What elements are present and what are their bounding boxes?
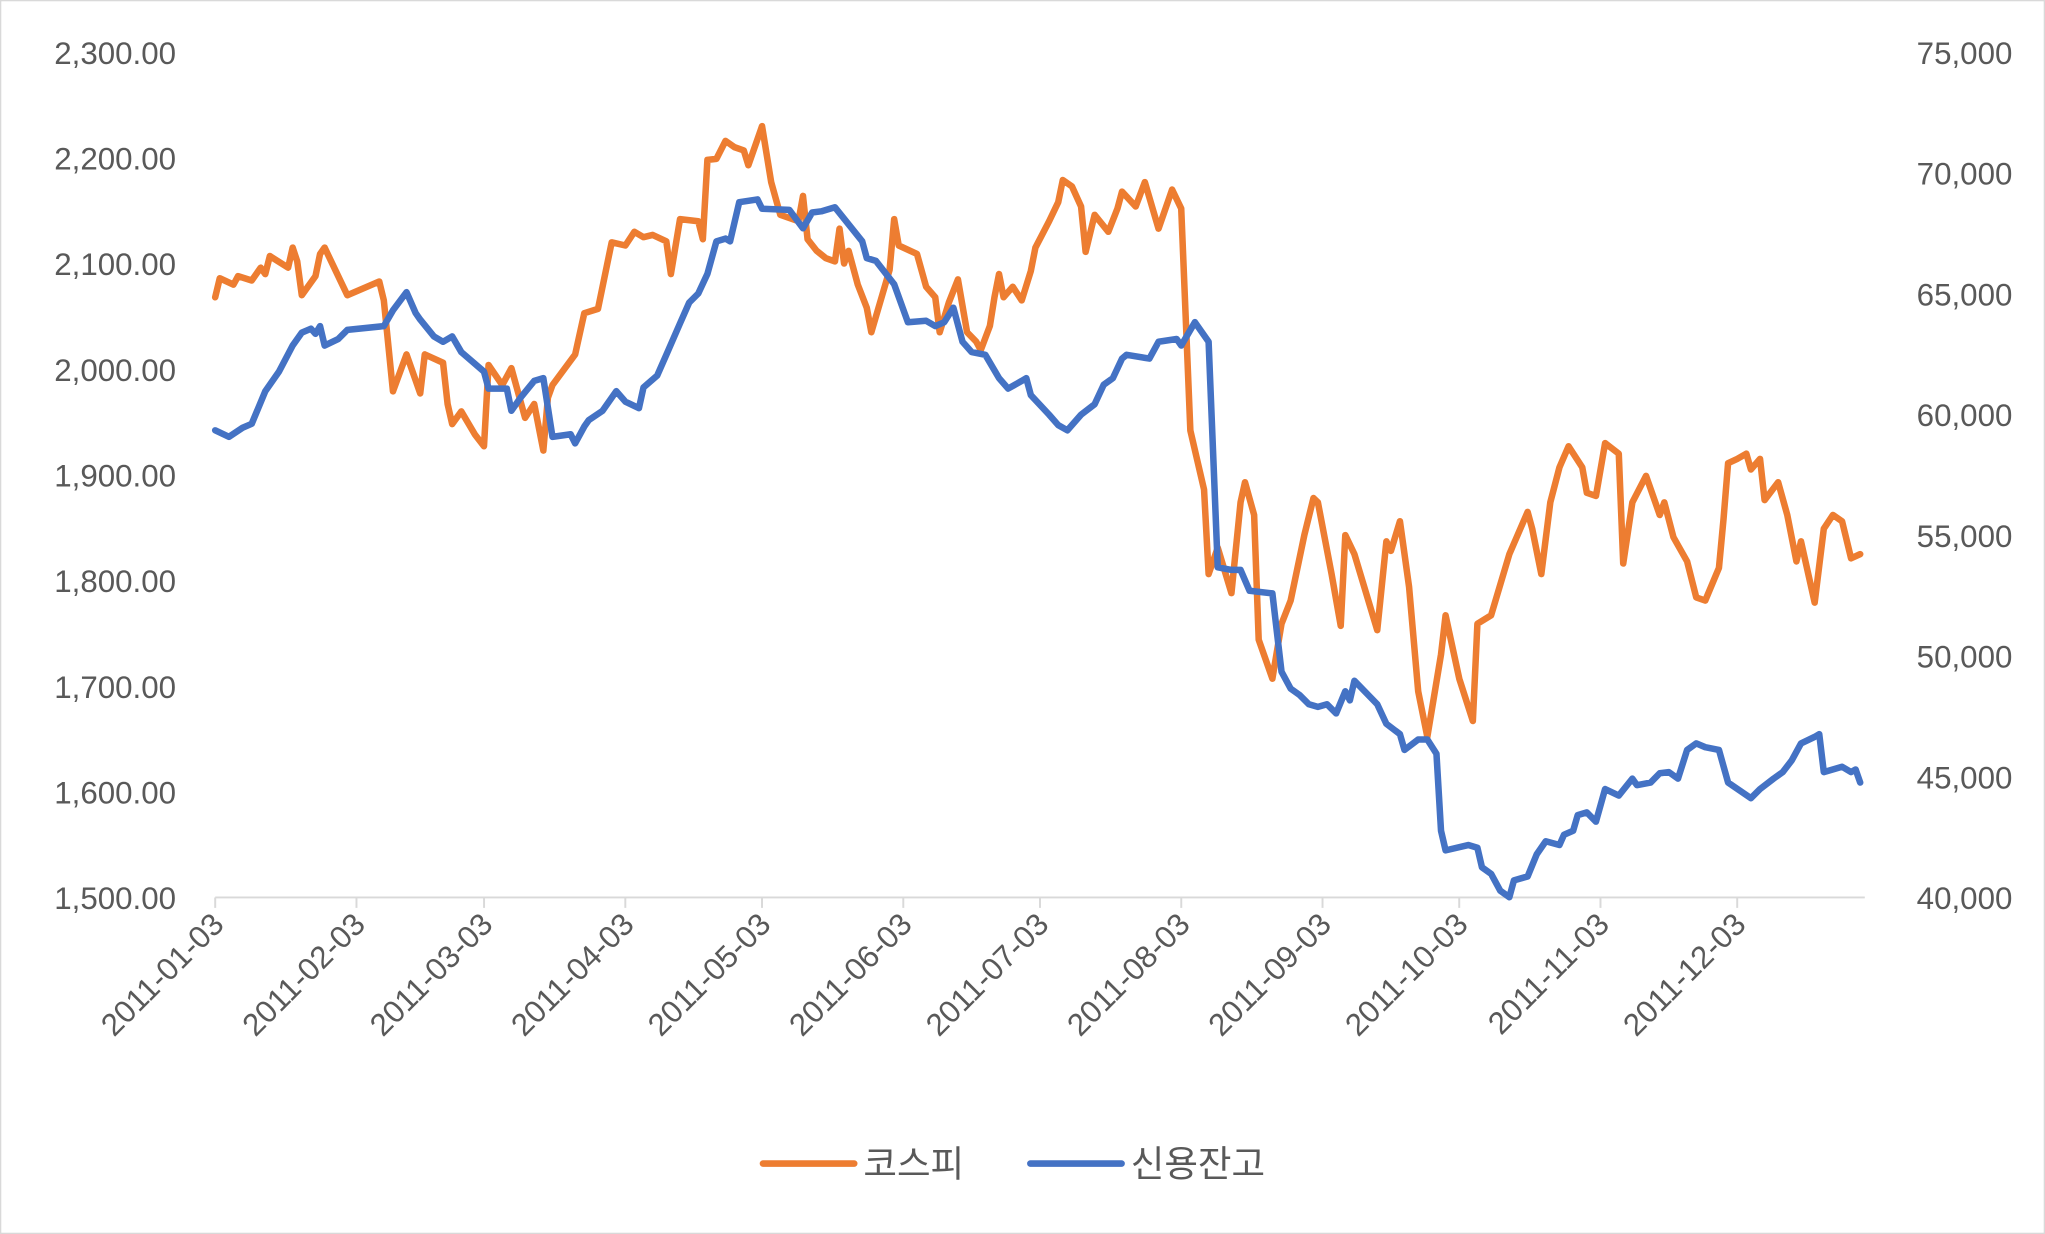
left-tick-label: 1,500.00	[54, 881, 176, 916]
left-tick-label: 1,700.00	[54, 670, 176, 705]
legend: 코스피 신용잔고	[759, 1143, 1265, 1186]
right-tick-label: 70,000	[1917, 157, 2013, 192]
right-tick-label: 75,000	[1917, 36, 2013, 71]
left-axis: 1,500.00 1,600.00 1,700.00 1,800.00 1,900.00…	[54, 36, 176, 916]
series-lines	[211, 122, 1864, 901]
left-tick-label: 1,800.00	[54, 564, 176, 599]
left-tick-label: 2,300.00	[54, 36, 176, 71]
legend-label: 코스피	[863, 1143, 964, 1186]
legend-label: 신용잔고	[1131, 1143, 1265, 1186]
left-tick-label: 2,000.00	[54, 353, 176, 388]
right-tick-label: 65,000	[1917, 277, 2013, 312]
right-tick-label: 40,000	[1917, 881, 2013, 916]
right-tick-label: 45,000	[1917, 760, 2013, 795]
credit-balance-line	[211, 196, 1864, 901]
left-tick-label: 2,200.00	[54, 142, 176, 177]
right-axis: 40,000 45,000 50,000 55,000 60,000 65,000 70,0…	[1917, 36, 2013, 916]
right-tick-label: 60,000	[1917, 398, 2013, 433]
left-tick-label: 1,600.00	[54, 776, 176, 811]
left-tick-label: 2,100.00	[54, 247, 176, 282]
right-tick-label: 55,000	[1917, 519, 2013, 554]
left-tick-label: 1,900.00	[54, 459, 176, 494]
right-tick-label: 50,000	[1917, 640, 2013, 675]
kospi-line	[211, 122, 1864, 741]
